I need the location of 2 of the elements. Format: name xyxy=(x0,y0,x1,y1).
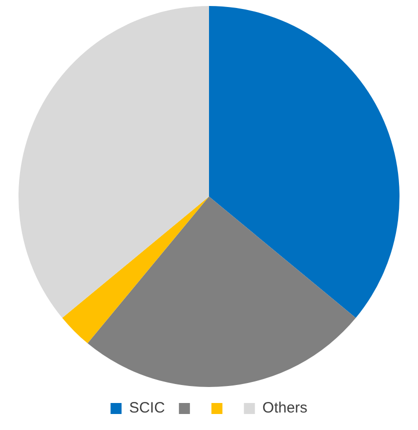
legend-label: Others xyxy=(262,400,308,417)
legend-label: SCIC xyxy=(129,400,166,417)
